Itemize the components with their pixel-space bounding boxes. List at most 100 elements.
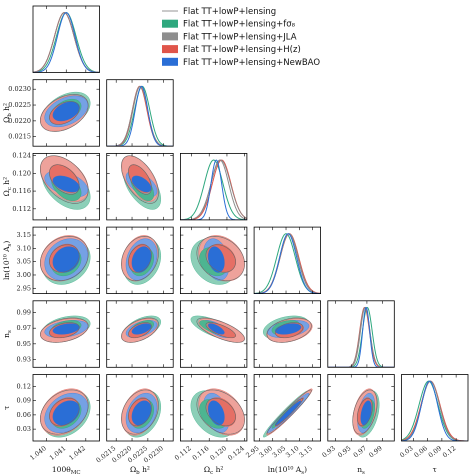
axis-label: ln(10¹⁰ As) <box>2 241 13 280</box>
x-tick-label: 0.99 <box>367 444 383 459</box>
contour-68-flat-tt-lowp-lensing <box>49 244 80 273</box>
panel-frame <box>106 300 174 368</box>
marginal-curve-flat-tt-lowp-lensing <box>327 306 395 368</box>
contour-68-flat-tt-lowp-lensing <box>205 398 236 427</box>
x-tick-label: 0.93 <box>321 444 337 459</box>
contour-68-flat-tt-lowp-lensing-newbao <box>131 323 152 335</box>
y-tick-label: 0.112 <box>12 205 31 213</box>
contour-95-flat-tt-lowp-lensing <box>352 389 378 435</box>
legend-color-swatch <box>162 19 178 28</box>
legend: Flat TT+lowP+lensing Flat TT+lowP+lensing… <box>162 7 320 68</box>
y-tick-label: 3.10 <box>17 244 31 252</box>
legend-entry-label: Flat TT+lowP+lensing+fσ₈ <box>183 20 296 30</box>
contour-95-flat-tt-lowp-lensing <box>266 389 312 435</box>
marginal-curve-flat-tt-lowp-lensing-h-z- <box>327 306 395 368</box>
panel-tau-theta: 1.040 1.041 1.042 100θMC 0.03 0.06 0.09 0.12 τ <box>2 374 100 475</box>
panel-ns-och2 <box>179 300 248 368</box>
y-tick-label: 3.15 <box>17 231 31 239</box>
marginal-curve-flat-tt-lowp-lensing-newbao <box>327 306 395 368</box>
contour-95-flat-tt-lowp-lensing <box>121 317 159 343</box>
contour-95-flat-tt-lowp-lensing <box>196 389 245 435</box>
y-tick-label: 0.97 <box>17 324 31 332</box>
x-tick-label: 0.97 <box>352 444 368 459</box>
marginal-curve-flat-tt-lowp-lensing-h-z- <box>401 380 468 441</box>
contour-95-flat-tt-lowp-lensing <box>40 155 89 204</box>
panel-frame <box>401 374 469 442</box>
legend-entry-label: Flat TT+lowP+lensing+H(z) <box>183 45 301 55</box>
panel-frame <box>106 226 174 295</box>
y-tick-label: 0.12 <box>17 382 31 390</box>
marginal-curve-flat-tt-lowp-lensing-h-z- <box>254 233 321 294</box>
contour-95-flat-tt-lowp-lensing <box>196 317 245 343</box>
contour-68-flat-tt-lowp-lensing-newbao <box>275 323 302 335</box>
panel-theta-theta <box>32 5 100 73</box>
panel-ns-lnAs <box>253 300 322 368</box>
legend-entry-label: Flat TT+lowP+lensing+JLA <box>183 32 297 42</box>
y-tick-label: 0.116 <box>12 187 31 195</box>
axis-label: ns <box>357 465 365 475</box>
marginal-curve-flat-tt-lowp-lensing-jla <box>254 233 321 294</box>
contour-95-flat-tt-lowp-lensing <box>121 236 159 281</box>
panel-ns-obh2 <box>106 300 174 368</box>
y-tick-label: 0.0230 <box>8 85 31 93</box>
contour-68-flat-tt-lowp-lensing-newbao <box>52 175 80 193</box>
legend-entry-label: Flat TT+lowP+lensing <box>183 7 276 17</box>
legend-entry-label: Flat TT+lowP+lensing+NewBAO <box>183 58 320 68</box>
marginal-curve-flat-tt-lowp-lensing-h-z- <box>33 12 100 73</box>
panel-frame <box>179 152 248 221</box>
x-tick-label: 0.03 <box>398 444 414 459</box>
contour-68-flat-tt-lowp-lensing-newbao <box>208 400 225 426</box>
y-tick-label: 0.09 <box>17 397 31 405</box>
axis-label: 100θMC <box>52 465 81 475</box>
y-tick-label: 3.05 <box>17 258 31 266</box>
axis-label: ln(10¹⁰ As) <box>268 465 307 475</box>
panel-ns-ns <box>327 300 395 368</box>
x-tick-label: 0.09 <box>427 444 443 459</box>
panel-tau-tau: 0.030.060.090.12 τ <box>398 374 469 474</box>
panel-frame <box>253 374 322 442</box>
contour-68-flat-tt-lowp-lensing <box>357 398 373 427</box>
contour-68-flat-tt-lowp-lensing <box>128 164 152 195</box>
contour-68-flat-tt-lowp-lensing-newbao <box>131 175 152 193</box>
panel-frame <box>32 5 100 73</box>
panel-lnAs-theta: 2.95 3.00 3.05 3.10 3.15 ln(10¹⁰ As) <box>2 226 100 295</box>
x-tick-label: 0.95 <box>336 444 352 459</box>
panel-lnAs-lnAs <box>253 226 322 295</box>
y-tick-label: 0.95 <box>17 340 31 348</box>
panel-frame <box>179 374 248 442</box>
marginal-curve-flat-tt-lowp-lensing-f- <box>180 159 247 220</box>
axis-label: Ωb h² <box>2 103 13 123</box>
contour-95-flat-tt-lowp-lensing <box>196 236 245 281</box>
y-tick-label: 0.0220 <box>8 117 31 125</box>
panel-frame <box>253 300 322 368</box>
contour-68-flat-tt-lowp-lensing <box>205 244 236 273</box>
marginal-curve-flat-tt-lowp-lensing <box>106 85 174 147</box>
y-tick-label: 0.120 <box>12 169 31 177</box>
y-tick-label: 0.93 <box>17 355 31 363</box>
contour-95-flat-tt-lowp-lensing <box>121 155 159 204</box>
contour-95-flat-tt-lowp-lensing <box>40 317 89 343</box>
x-tick-label: 0.120 <box>209 444 229 462</box>
axis-label: Ωb h² <box>130 465 150 475</box>
marginal-curve-flat-tt-lowp-lensing-jla <box>106 85 174 147</box>
axis-label: ns <box>2 330 13 338</box>
x-tick-label: 1.040 <box>28 444 48 462</box>
x-tick-label: 0.116 <box>191 444 211 462</box>
marginal-curve-flat-tt-lowp-lensing <box>33 12 100 73</box>
contour-68-flat-tt-lowp-lensing <box>128 244 152 273</box>
marginal-curve-flat-tt-lowp-lensing-jla <box>33 12 100 73</box>
marginal-curve-flat-tt-lowp-lensing <box>254 233 321 294</box>
panel-ns-theta: 0.93 0.95 0.97 0.99 ns <box>2 300 100 368</box>
panel-frame <box>327 374 395 442</box>
contour-95-flat-tt-lowp-lensing <box>40 94 89 132</box>
panel-frame <box>179 300 248 368</box>
panel-frame <box>327 300 395 368</box>
contour-95-flat-tt-lowp-lensing <box>40 236 89 281</box>
panel-obh2-obh2 <box>106 79 174 147</box>
legend-color-swatch <box>162 32 178 41</box>
panel-och2-obh2 <box>106 152 174 221</box>
panel-frame <box>179 226 248 295</box>
